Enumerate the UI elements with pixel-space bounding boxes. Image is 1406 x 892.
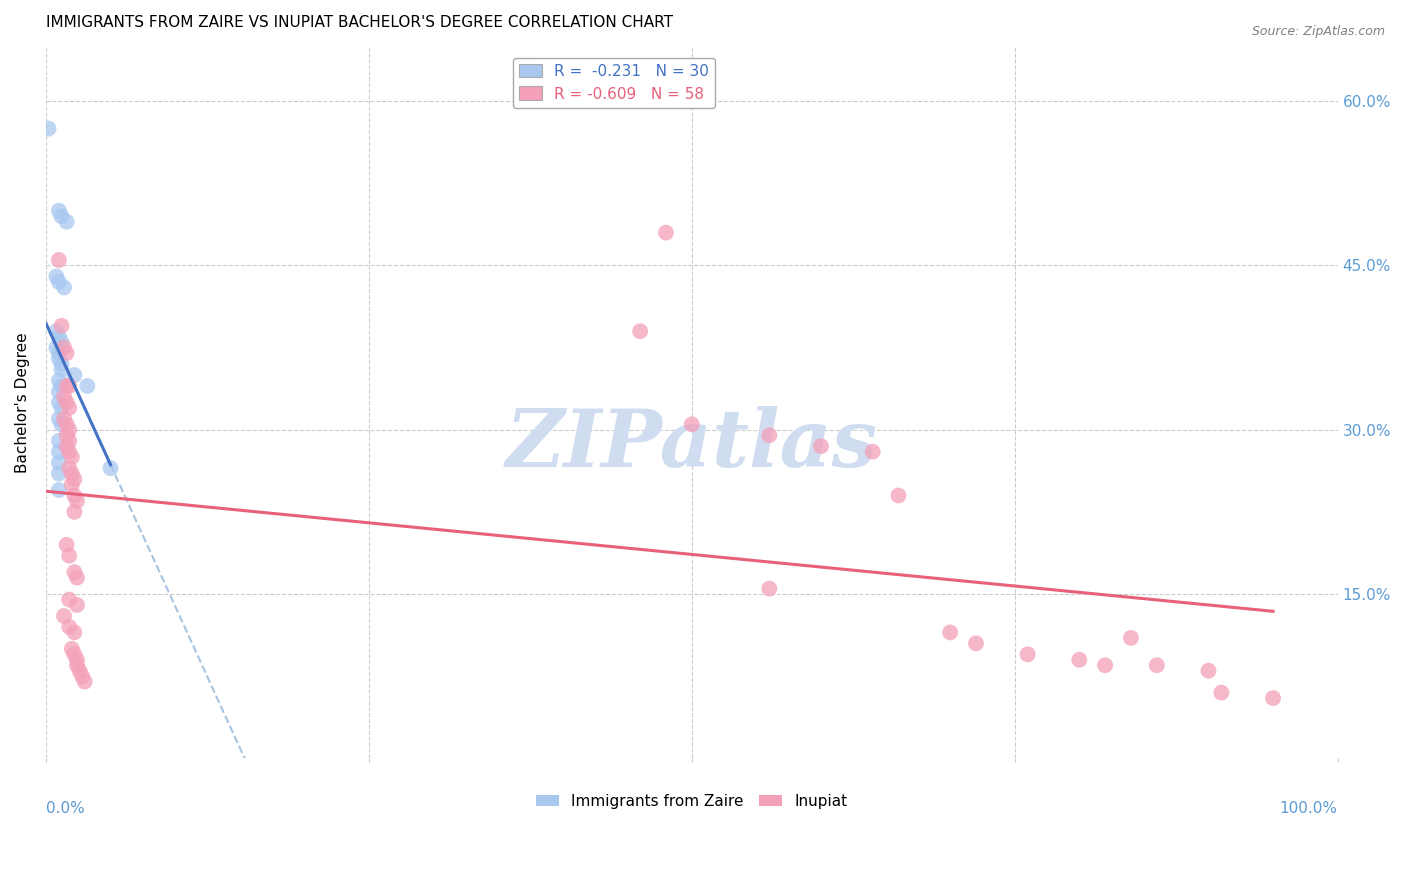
Point <box>63 472 86 486</box>
Point <box>48 483 70 497</box>
Point <box>51 379 73 393</box>
Point <box>63 565 86 579</box>
Point <box>887 488 910 502</box>
Point <box>48 275 70 289</box>
Point <box>66 598 89 612</box>
Point <box>55 428 77 442</box>
Text: ZIPatlas: ZIPatlas <box>506 407 877 483</box>
Point <box>58 592 80 607</box>
Point <box>58 549 80 563</box>
Point <box>1017 648 1039 662</box>
Point <box>53 412 76 426</box>
Point <box>63 648 86 662</box>
Point <box>58 423 80 437</box>
Point <box>58 434 80 448</box>
Point <box>48 346 70 360</box>
Point <box>55 215 77 229</box>
Point <box>45 341 67 355</box>
Point <box>63 505 86 519</box>
Point <box>60 450 83 465</box>
Point <box>58 401 80 415</box>
Point <box>66 571 89 585</box>
Point <box>55 439 77 453</box>
Point <box>55 395 77 409</box>
Text: Source: ZipAtlas.com: Source: ZipAtlas.com <box>1251 25 1385 38</box>
Point <box>60 467 83 481</box>
Text: 100.0%: 100.0% <box>1279 801 1337 816</box>
Point <box>810 439 832 453</box>
Point <box>655 226 678 240</box>
Point <box>1094 658 1116 673</box>
Point <box>48 467 70 481</box>
Point <box>66 494 89 508</box>
Point <box>53 390 76 404</box>
Point <box>965 636 987 650</box>
Point <box>51 318 73 333</box>
Point <box>63 368 86 382</box>
Point <box>51 417 73 432</box>
Text: 0.0%: 0.0% <box>46 801 84 816</box>
Point <box>862 444 884 458</box>
Point <box>38 121 60 136</box>
Point <box>1069 653 1091 667</box>
Point <box>53 609 76 624</box>
Point <box>76 379 98 393</box>
Point <box>51 401 73 415</box>
Point <box>48 329 70 343</box>
Point <box>1146 658 1168 673</box>
Point <box>60 477 83 491</box>
Point <box>48 456 70 470</box>
Point <box>69 664 91 678</box>
Point <box>48 395 70 409</box>
Point <box>1119 631 1142 645</box>
Point <box>48 203 70 218</box>
Point <box>45 324 67 338</box>
Point <box>45 269 67 284</box>
Point <box>55 379 77 393</box>
Point <box>48 351 70 366</box>
Point <box>48 444 70 458</box>
Point <box>55 538 77 552</box>
Point <box>51 362 73 376</box>
Point <box>628 324 651 338</box>
Point <box>58 461 80 475</box>
Point <box>73 674 96 689</box>
Point <box>758 428 780 442</box>
Point <box>58 620 80 634</box>
Point <box>51 335 73 350</box>
Point <box>48 374 70 388</box>
Point <box>1261 691 1284 706</box>
Text: IMMIGRANTS FROM ZAIRE VS INUPIAT BACHELOR'S DEGREE CORRELATION CHART: IMMIGRANTS FROM ZAIRE VS INUPIAT BACHELO… <box>46 15 673 30</box>
Y-axis label: Bachelor's Degree: Bachelor's Degree <box>15 332 30 473</box>
Point <box>60 641 83 656</box>
Point <box>66 653 89 667</box>
Point <box>55 417 77 432</box>
Point <box>70 669 93 683</box>
Point <box>939 625 962 640</box>
Point <box>100 461 122 475</box>
Point <box>1211 685 1233 699</box>
Point <box>63 625 86 640</box>
Point <box>58 444 80 458</box>
Point <box>681 417 703 432</box>
Point <box>48 412 70 426</box>
Point <box>51 209 73 223</box>
Point <box>758 582 780 596</box>
Point <box>48 384 70 399</box>
Point <box>51 357 73 371</box>
Point <box>53 341 76 355</box>
Legend: Immigrants from Zaire, Inupiat: Immigrants from Zaire, Inupiat <box>530 788 853 814</box>
Point <box>53 280 76 294</box>
Point <box>48 434 70 448</box>
Point <box>66 658 89 673</box>
Point <box>48 252 70 267</box>
Point <box>1198 664 1220 678</box>
Point <box>63 488 86 502</box>
Point <box>55 346 77 360</box>
Point <box>58 379 80 393</box>
